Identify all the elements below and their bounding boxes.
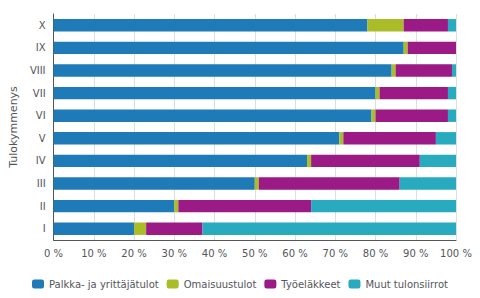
svg-text:III: III	[37, 178, 46, 189]
svg-text:VIII: VIII	[30, 65, 46, 76]
svg-text:Tulokymmenys: Tulokymmenys	[7, 86, 20, 169]
svg-text:IX: IX	[36, 42, 46, 53]
svg-text:Palkka- ja yrittäjätulot: Palkka- ja yrittäjätulot	[49, 279, 159, 290]
svg-text:80 %: 80 %	[363, 248, 388, 259]
svg-text:70 %: 70 %	[323, 248, 348, 259]
svg-text:X: X	[39, 20, 46, 31]
svg-text:VI: VI	[36, 110, 46, 121]
svg-text:Omaisuustulot: Omaisuustulot	[184, 279, 257, 290]
svg-text:10 %: 10 %	[81, 248, 106, 259]
svg-text:VII: VII	[33, 88, 46, 99]
svg-text:20 %: 20 %	[121, 248, 146, 259]
svg-text:V: V	[39, 133, 46, 144]
svg-text:II: II	[40, 201, 46, 212]
svg-text:50 %: 50 %	[242, 248, 267, 259]
svg-text:40 %: 40 %	[202, 248, 227, 259]
svg-text:30 %: 30 %	[162, 248, 187, 259]
svg-text:90 %: 90 %	[403, 248, 428, 259]
svg-text:IV: IV	[36, 155, 46, 166]
svg-text:0 %: 0 %	[44, 248, 63, 259]
svg-text:100 %: 100 %	[440, 248, 472, 259]
svg-text:Työeläkkeet: Työeläkkeet	[280, 279, 340, 290]
svg-text:I: I	[43, 223, 46, 234]
svg-text:60 %: 60 %	[282, 248, 307, 259]
svg-text:Muut tulonsiirrot: Muut tulonsiirrot	[365, 279, 448, 290]
